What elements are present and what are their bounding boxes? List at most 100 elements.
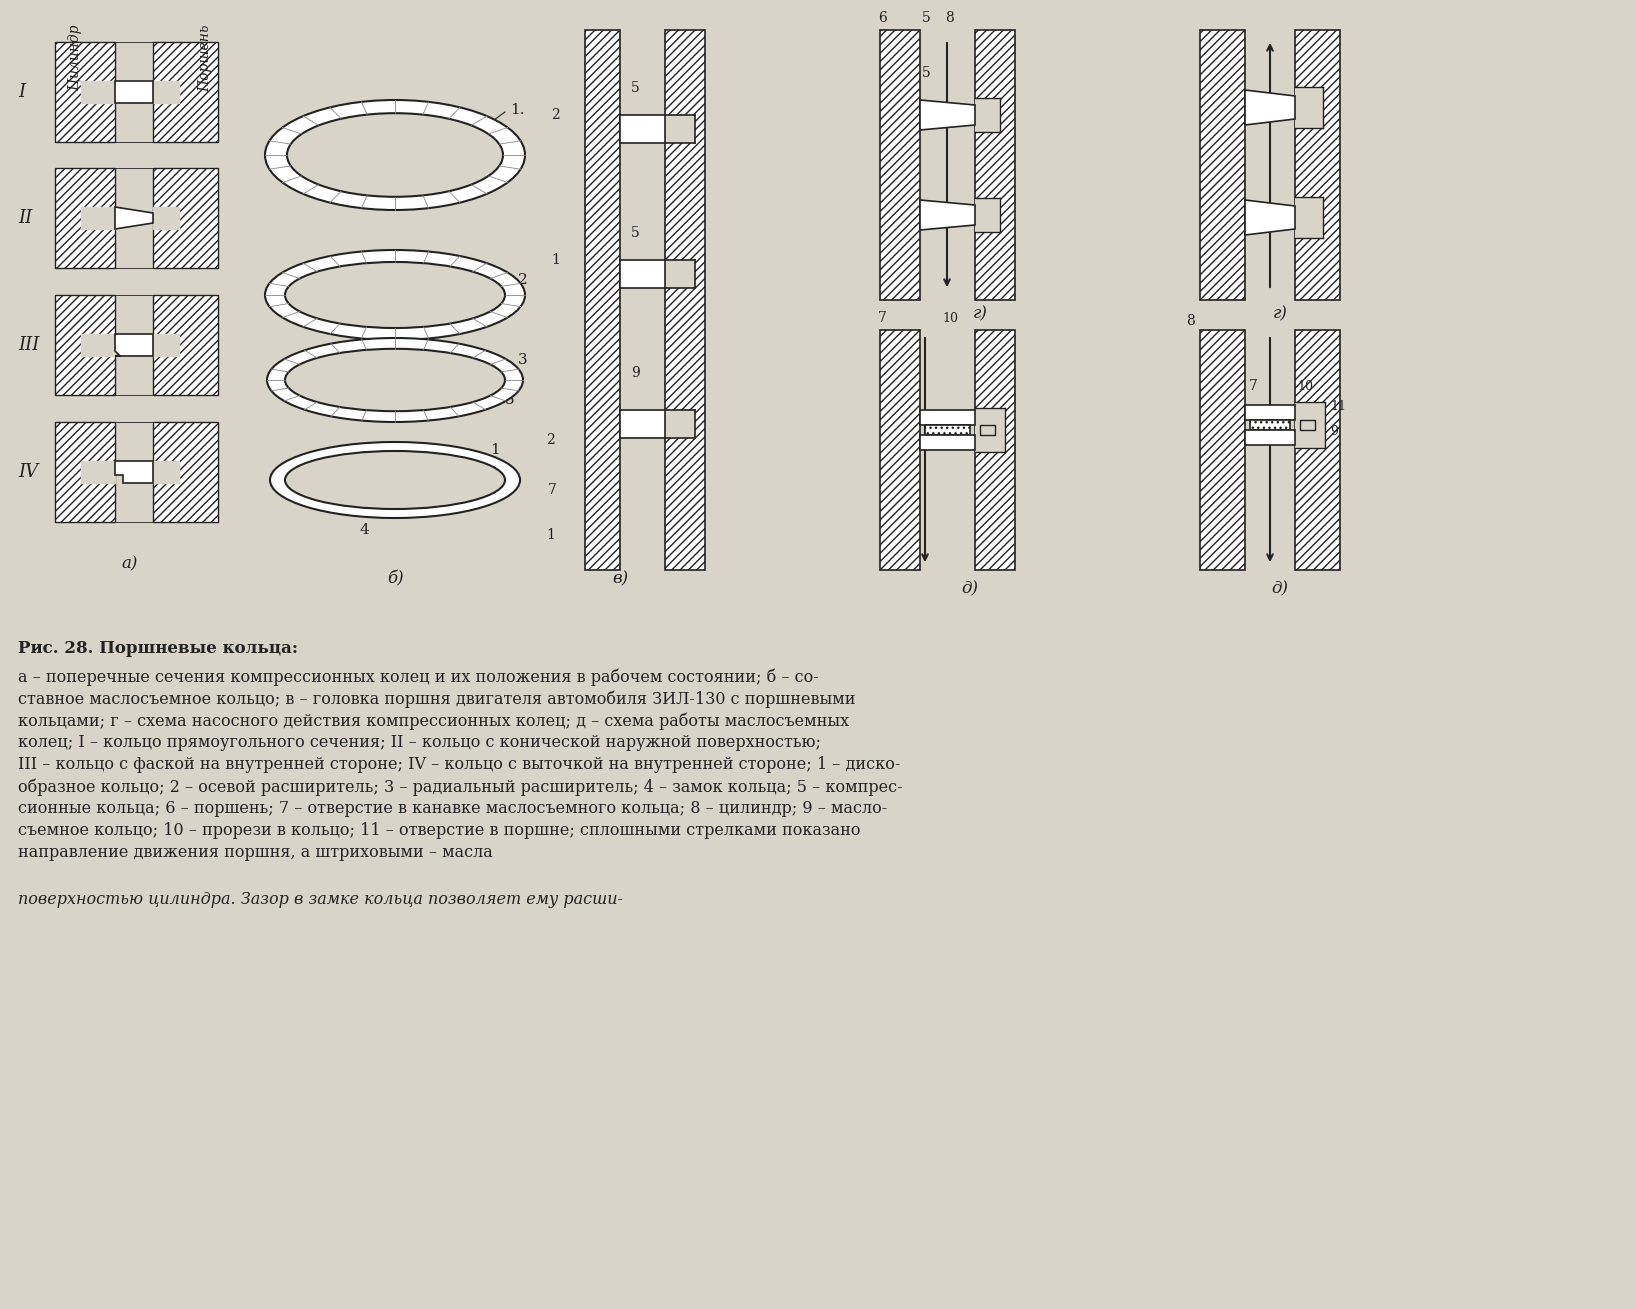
Polygon shape bbox=[980, 425, 995, 435]
Text: 2: 2 bbox=[546, 433, 555, 446]
Polygon shape bbox=[154, 42, 218, 141]
Text: 5: 5 bbox=[506, 393, 515, 407]
Text: II: II bbox=[18, 209, 33, 226]
Text: ставное маслосъемное кольцо; в – головка поршня двигателя автомобиля ЗИЛ-130 с п: ставное маслосъемное кольцо; в – головка… bbox=[18, 690, 856, 707]
Polygon shape bbox=[115, 81, 154, 103]
Polygon shape bbox=[154, 81, 178, 103]
Ellipse shape bbox=[270, 442, 520, 518]
Polygon shape bbox=[115, 334, 154, 356]
Ellipse shape bbox=[285, 348, 506, 411]
Text: съемное кольцо; 10 – прорези в кольцо; 11 – отверстие в поршне; сплошными стрелк: съемное кольцо; 10 – прорези в кольцо; 1… bbox=[18, 822, 861, 839]
Polygon shape bbox=[56, 42, 115, 141]
Text: в): в) bbox=[612, 569, 628, 586]
Text: 8: 8 bbox=[1186, 314, 1194, 329]
Ellipse shape bbox=[285, 262, 506, 329]
Polygon shape bbox=[975, 30, 1014, 300]
Polygon shape bbox=[82, 461, 115, 483]
Text: 5: 5 bbox=[630, 226, 640, 240]
Text: д): д) bbox=[1271, 580, 1289, 597]
Polygon shape bbox=[56, 421, 115, 522]
Text: 2: 2 bbox=[551, 109, 560, 122]
Polygon shape bbox=[620, 115, 664, 143]
Text: I: I bbox=[18, 82, 25, 101]
Polygon shape bbox=[115, 207, 154, 229]
Text: III: III bbox=[18, 336, 39, 353]
Text: г): г) bbox=[1273, 305, 1288, 322]
Polygon shape bbox=[975, 408, 1005, 452]
Polygon shape bbox=[975, 98, 1000, 132]
Polygon shape bbox=[919, 200, 975, 230]
Text: 7: 7 bbox=[879, 312, 887, 325]
Polygon shape bbox=[154, 421, 218, 522]
Text: б): б) bbox=[386, 569, 404, 586]
Text: 5: 5 bbox=[923, 65, 931, 80]
Ellipse shape bbox=[285, 452, 506, 509]
Polygon shape bbox=[664, 410, 695, 439]
Text: поверхностью цилиндра. Зазор в замке кольца позволяет ему расши-: поверхностью цилиндра. Зазор в замке кол… bbox=[18, 891, 623, 908]
Text: 10: 10 bbox=[1297, 380, 1314, 393]
Polygon shape bbox=[664, 260, 695, 288]
Polygon shape bbox=[154, 207, 178, 229]
Text: 8: 8 bbox=[946, 10, 954, 25]
Polygon shape bbox=[1250, 420, 1291, 429]
Polygon shape bbox=[1199, 330, 1245, 569]
Polygon shape bbox=[620, 410, 664, 439]
Ellipse shape bbox=[265, 99, 525, 209]
Text: Цилиндр: Цилиндр bbox=[69, 25, 82, 90]
Text: 7: 7 bbox=[1248, 380, 1258, 393]
Polygon shape bbox=[1245, 90, 1296, 124]
Polygon shape bbox=[664, 115, 695, 143]
Text: Поршень: Поршень bbox=[198, 25, 213, 93]
Polygon shape bbox=[56, 168, 115, 268]
Polygon shape bbox=[1301, 420, 1315, 429]
Polygon shape bbox=[880, 30, 919, 300]
Text: 2: 2 bbox=[519, 274, 528, 287]
Polygon shape bbox=[1296, 30, 1340, 300]
Polygon shape bbox=[664, 30, 705, 569]
Text: 5: 5 bbox=[923, 10, 931, 25]
Ellipse shape bbox=[267, 338, 524, 421]
Polygon shape bbox=[82, 207, 115, 229]
Text: 3: 3 bbox=[519, 353, 528, 367]
Text: а): а) bbox=[121, 555, 137, 572]
Polygon shape bbox=[154, 168, 218, 268]
Text: д): д) bbox=[962, 580, 978, 597]
Text: 5: 5 bbox=[630, 81, 640, 96]
Text: 6: 6 bbox=[496, 168, 506, 182]
Ellipse shape bbox=[265, 250, 525, 340]
Text: 6: 6 bbox=[879, 10, 887, 25]
Polygon shape bbox=[919, 99, 975, 130]
Polygon shape bbox=[1199, 30, 1245, 300]
Polygon shape bbox=[82, 81, 115, 103]
Polygon shape bbox=[1296, 196, 1324, 238]
Polygon shape bbox=[919, 435, 975, 450]
Text: а – поперечные сечения компрессионных колец и их положения в рабочем состоянии; : а – поперечные сечения компрессионных ко… bbox=[18, 668, 818, 686]
Polygon shape bbox=[1296, 402, 1325, 448]
Polygon shape bbox=[1296, 330, 1340, 569]
Text: колец; I – кольцо прямоугольного сечения; II – кольцо с конической наружной пове: колец; I – кольцо прямоугольного сечения… bbox=[18, 734, 821, 751]
Text: 7: 7 bbox=[548, 483, 556, 497]
Text: направление движения поршня, а штриховыми – масла: направление движения поршня, а штриховым… bbox=[18, 844, 492, 861]
Text: 1: 1 bbox=[551, 253, 560, 267]
Polygon shape bbox=[975, 198, 1000, 232]
Text: IV: IV bbox=[18, 463, 38, 480]
Text: образное кольцо; 2 – осевой расширитель; 3 – радиальный расширитель; 4 – замок к: образное кольцо; 2 – осевой расширитель;… bbox=[18, 778, 903, 796]
Text: 9: 9 bbox=[630, 367, 640, 380]
Polygon shape bbox=[56, 295, 115, 395]
Polygon shape bbox=[1245, 429, 1296, 445]
Text: 10: 10 bbox=[942, 312, 959, 325]
Polygon shape bbox=[154, 334, 178, 356]
Polygon shape bbox=[154, 295, 218, 395]
Text: 1: 1 bbox=[546, 528, 555, 542]
Text: Рис. 28. Поршневые кольца:: Рис. 28. Поршневые кольца: bbox=[18, 640, 298, 657]
Polygon shape bbox=[82, 334, 115, 356]
Polygon shape bbox=[1296, 86, 1324, 128]
Polygon shape bbox=[115, 461, 154, 483]
Polygon shape bbox=[1245, 200, 1296, 236]
Polygon shape bbox=[924, 425, 970, 435]
Polygon shape bbox=[1245, 404, 1296, 420]
Text: 1.: 1. bbox=[510, 103, 525, 117]
Text: г): г) bbox=[972, 305, 988, 322]
Text: 1: 1 bbox=[491, 442, 499, 457]
Polygon shape bbox=[154, 461, 178, 483]
